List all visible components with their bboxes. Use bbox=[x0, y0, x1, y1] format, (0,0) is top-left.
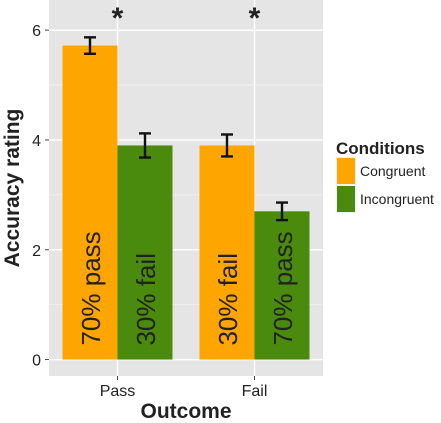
bar-label: 70% pass bbox=[268, 231, 298, 345]
y-tick-label: 6 bbox=[32, 23, 41, 40]
bar-congruent-fail bbox=[199, 145, 255, 360]
legend-swatch-congruent bbox=[337, 158, 355, 184]
bar-congruent-pass bbox=[62, 45, 118, 360]
bar-label: 70% pass bbox=[76, 231, 106, 345]
legend-title: Conditions bbox=[336, 139, 425, 158]
y-tick-label: 2 bbox=[32, 243, 41, 260]
legend-label-incongruent: Incongruent bbox=[360, 191, 434, 207]
x-tick-label: Fail bbox=[242, 383, 268, 400]
error-bars-group bbox=[84, 36, 288, 222]
y-tick-label: 0 bbox=[32, 353, 41, 370]
bar-label: 30% fail bbox=[131, 253, 161, 346]
legend-swatch-incongruent bbox=[337, 186, 355, 212]
bar-label: 30% fail bbox=[213, 253, 243, 346]
legend: Conditions Congruent Incongruent bbox=[336, 139, 434, 213]
y-axis-title: Accuracy rating bbox=[1, 109, 24, 268]
bar-labels-group: 70% pass 30% fail 30% fail 70% pass bbox=[76, 231, 298, 345]
bar-incongruent-pass bbox=[117, 145, 173, 360]
significance-star: * bbox=[112, 2, 124, 35]
x-axis-title: Outcome bbox=[140, 400, 231, 423]
bar-incongruent-fail bbox=[254, 211, 310, 360]
legend-label-congruent: Congruent bbox=[360, 163, 425, 179]
y-tick-label: 4 bbox=[32, 133, 41, 150]
significance-star: * bbox=[249, 2, 261, 35]
x-tick-label: Pass bbox=[100, 383, 136, 400]
bars-group bbox=[62, 45, 310, 360]
